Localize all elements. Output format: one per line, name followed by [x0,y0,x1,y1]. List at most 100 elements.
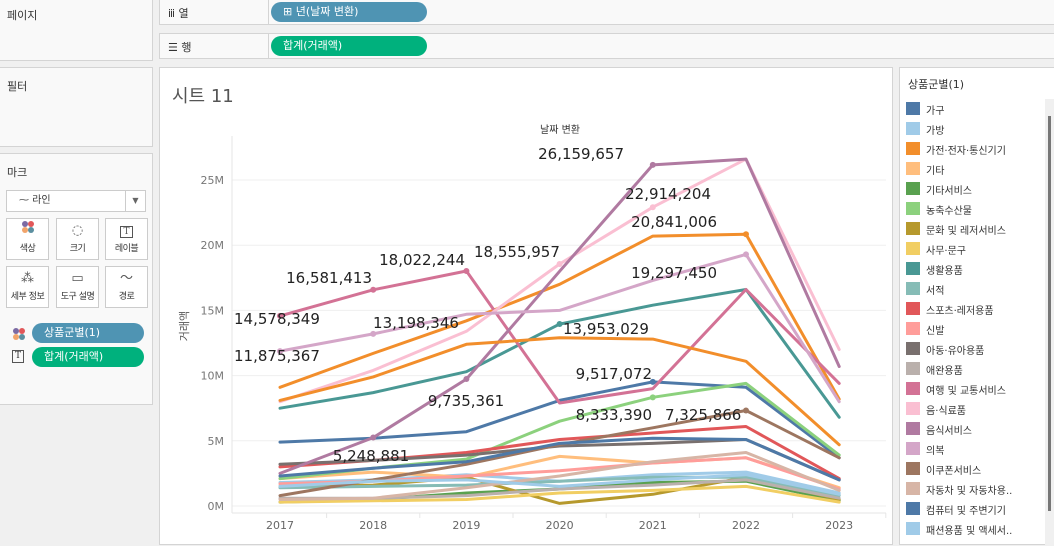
path-button[interactable]: 〜 경로 [105,266,148,308]
marks-title: 마크 [7,166,28,179]
legend-swatch [906,262,920,275]
legend-label: 생활용품 [926,266,963,277]
legend-item[interactable]: 아동·유아용품 [905,339,1041,359]
detail-icon: ⁂ [21,271,34,286]
data-point[interactable] [463,267,470,274]
x-tick-label: 2017 [266,519,294,532]
data-label: 14,578,349 [234,310,320,328]
data-label: 13,953,029 [563,320,649,338]
legend-item[interactable]: 문화 및 레저서비스 [905,219,1041,239]
legend-item[interactable]: 농축수산물 [905,199,1041,219]
legend-item[interactable]: 가전·전자·통신기기 [905,139,1041,159]
series-line[interactable] [278,288,841,419]
legend-item[interactable]: 음식서비스 [905,419,1041,439]
legend-item[interactable]: 가구 [905,99,1041,119]
data-point[interactable] [649,204,656,211]
legend-label: 컴퓨터 및 주변기기 [926,506,1006,517]
color-label: 색상 [19,244,36,254]
y-tick-label: 5M [208,435,225,448]
data-point[interactable] [370,434,377,441]
data-label: 9,735,361 [428,392,504,410]
chevron-down-icon[interactable]: ▼ [125,191,145,211]
legend-item[interactable]: 패션용품 및 액세서.. [905,519,1041,539]
legend-item[interactable]: 이쿠폰서비스 [905,459,1041,479]
legend-label: 농축수산물 [926,206,972,217]
legend-item[interactable]: 서적 [905,279,1041,299]
columns-icon: ⅲ 열 [168,7,189,20]
legend-swatch [906,102,920,115]
label-field-pill[interactable]: 합계(거래액) [32,347,144,367]
size-icon: ◌ [71,223,84,238]
size-button[interactable]: ◌ 크기 [56,218,99,260]
legend-item[interactable]: 자동차 및 자동차용.. [905,479,1041,499]
data-point[interactable] [556,261,563,268]
series-line[interactable] [278,484,841,504]
data-label: 18,022,244 [379,251,465,269]
legend-swatch [906,282,920,295]
data-point[interactable] [556,321,563,328]
legend-item[interactable]: 신발 [905,319,1041,339]
legend-item[interactable]: 기타 [905,159,1041,179]
columns-pill[interactable]: ⊞ 년(날짜 변환) [271,2,427,22]
legend-title: 상품군별(1) [908,78,965,91]
color-button[interactable]: 색상 [6,218,49,260]
data-label: 8,333,390 [576,406,652,424]
data-label: 19,297,450 [631,264,717,282]
label-button[interactable]: T 레이블 [105,218,148,260]
y-tick-label: 10M [201,370,225,383]
x-tick-label: 2019 [452,519,480,532]
mark-type-dropdown[interactable]: ⁓ 라인 ▼ [6,190,146,212]
legend-item[interactable]: 여행 및 교통서비스 [905,379,1041,399]
legend-swatch [906,222,920,235]
data-point[interactable] [370,286,377,293]
legend-item[interactable]: 사무·문구 [905,239,1041,259]
data-point[interactable] [743,231,749,238]
color-field-pill[interactable]: 상품군별(1) [32,323,144,343]
series-line[interactable] [278,473,841,496]
data-point[interactable] [743,251,749,258]
data-point[interactable] [743,407,749,414]
legend-item[interactable]: 의복 [905,439,1041,459]
legend-item[interactable]: 음·식료품 [905,399,1041,419]
legend-scroll-thumb[interactable] [1048,116,1051,511]
data-label: 9,517,072 [576,365,652,383]
legend-item[interactable]: 애완용품 [905,359,1041,379]
legend-item[interactable]: 생활용품 [905,259,1041,279]
label-icon: T [12,350,25,363]
rows-pill[interactable]: 합계(거래액) [271,36,427,56]
series-line[interactable] [278,451,841,501]
data-label: 18,555,957 [474,243,560,261]
series-line[interactable] [278,475,841,498]
legend-item[interactable]: 기타서비스 [905,179,1041,199]
y-axis-title: 거래액 [178,311,191,341]
line-icon: ⁓ [19,195,33,206]
data-point[interactable] [649,394,656,401]
legend-item[interactable]: 컴퓨터 및 주변기기 [905,499,1041,519]
legend-swatch [906,302,920,315]
data-label: 22,914,204 [625,185,711,203]
legend-item[interactable]: 가방 [905,119,1041,139]
legend-swatch [906,122,920,135]
detail-button[interactable]: ⁂ 세부 정보 [6,266,49,308]
rows-label: 행 [181,41,192,54]
line-chart[interactable]: 0M 5M 10M 15M 20M 25M 2017 2018 2019 2020 2021 2022… [160,68,894,546]
series-line[interactable] [278,436,841,482]
data-point[interactable] [463,376,470,383]
legend-label: 기타서비스 [926,186,972,197]
series-line[interactable] [278,336,841,447]
data-point[interactable] [649,161,656,168]
series-line[interactable] [278,157,841,475]
color-icon [12,326,26,345]
legend-swatch [906,462,920,475]
data-point[interactable] [649,378,656,385]
legend-swatch [906,162,920,175]
tooltip-button[interactable]: ▭ 도구 설명 [56,266,99,308]
legend-item[interactable]: 스포츠·레저용품 [905,299,1041,319]
filters-panel[interactable]: 필터 [0,67,153,147]
data-point[interactable] [370,330,377,337]
data-point[interactable] [277,312,283,319]
legend-scrollbar[interactable] [1045,99,1054,546]
legend-label: 기타 [926,166,945,177]
data-point[interactable] [277,348,283,355]
